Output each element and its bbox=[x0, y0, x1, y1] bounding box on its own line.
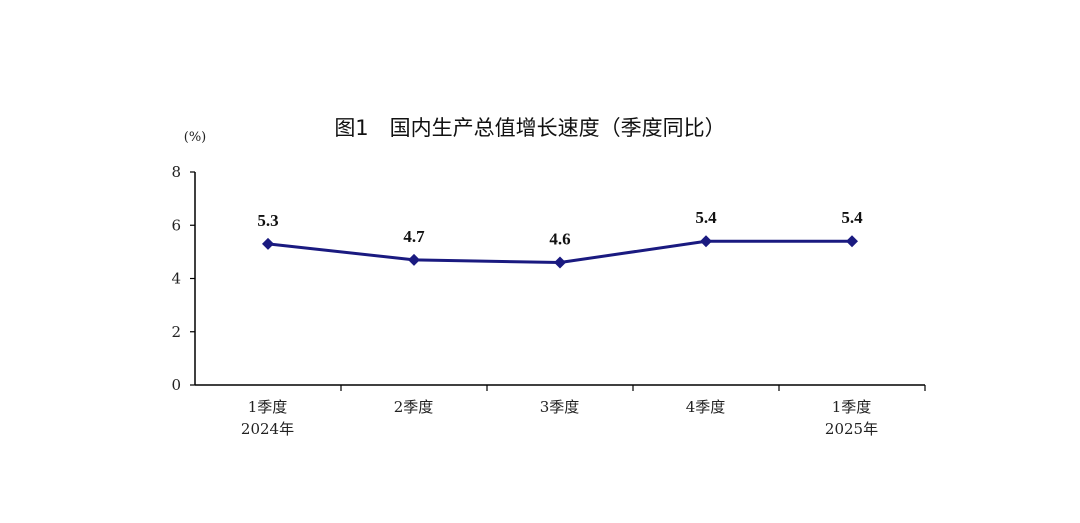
axes bbox=[194, 172, 925, 386]
x-category-year-label: 2025年 bbox=[825, 420, 878, 438]
series-layer bbox=[262, 235, 858, 269]
chart-title: 图1 国内生产总值增长速度（季度同比） bbox=[334, 116, 725, 140]
data-value-label: 5.3 bbox=[257, 211, 278, 230]
y-tick-label: 6 bbox=[171, 216, 181, 234]
data-point-marker bbox=[554, 256, 566, 269]
data-labels: 5.3 4.7 4.6 5.4 5.4 bbox=[257, 208, 863, 248]
x-category-label: 4季度 bbox=[686, 398, 726, 416]
x-category-year-label: 2024年 bbox=[241, 420, 294, 438]
y-tick-label: 2 bbox=[171, 323, 181, 341]
y-axis-ticks: 0 2 4 6 8 bbox=[171, 163, 195, 394]
data-point-marker bbox=[408, 253, 420, 266]
data-point-marker bbox=[846, 235, 858, 248]
x-axis-ticks: 1季度 2024年 2季度 3季度 4季度 1季度 2025年 bbox=[241, 385, 926, 438]
data-value-label: 4.6 bbox=[549, 230, 570, 249]
x-category-label: 2季度 bbox=[394, 398, 434, 416]
x-category-label: 3季度 bbox=[540, 398, 580, 416]
data-value-label: 4.7 bbox=[403, 227, 425, 246]
y-axis-unit-label: (%) bbox=[184, 130, 207, 145]
data-point-marker bbox=[262, 237, 274, 250]
data-value-label: 5.4 bbox=[841, 208, 863, 227]
y-tick-label: 8 bbox=[171, 163, 181, 181]
x-category-label: 1季度 bbox=[832, 398, 872, 416]
y-tick-label: 4 bbox=[171, 270, 181, 288]
x-category-label: 1季度 bbox=[248, 398, 288, 416]
data-value-label: 5.4 bbox=[695, 208, 717, 227]
data-point-marker bbox=[700, 235, 712, 248]
y-tick-label: 0 bbox=[171, 376, 181, 394]
